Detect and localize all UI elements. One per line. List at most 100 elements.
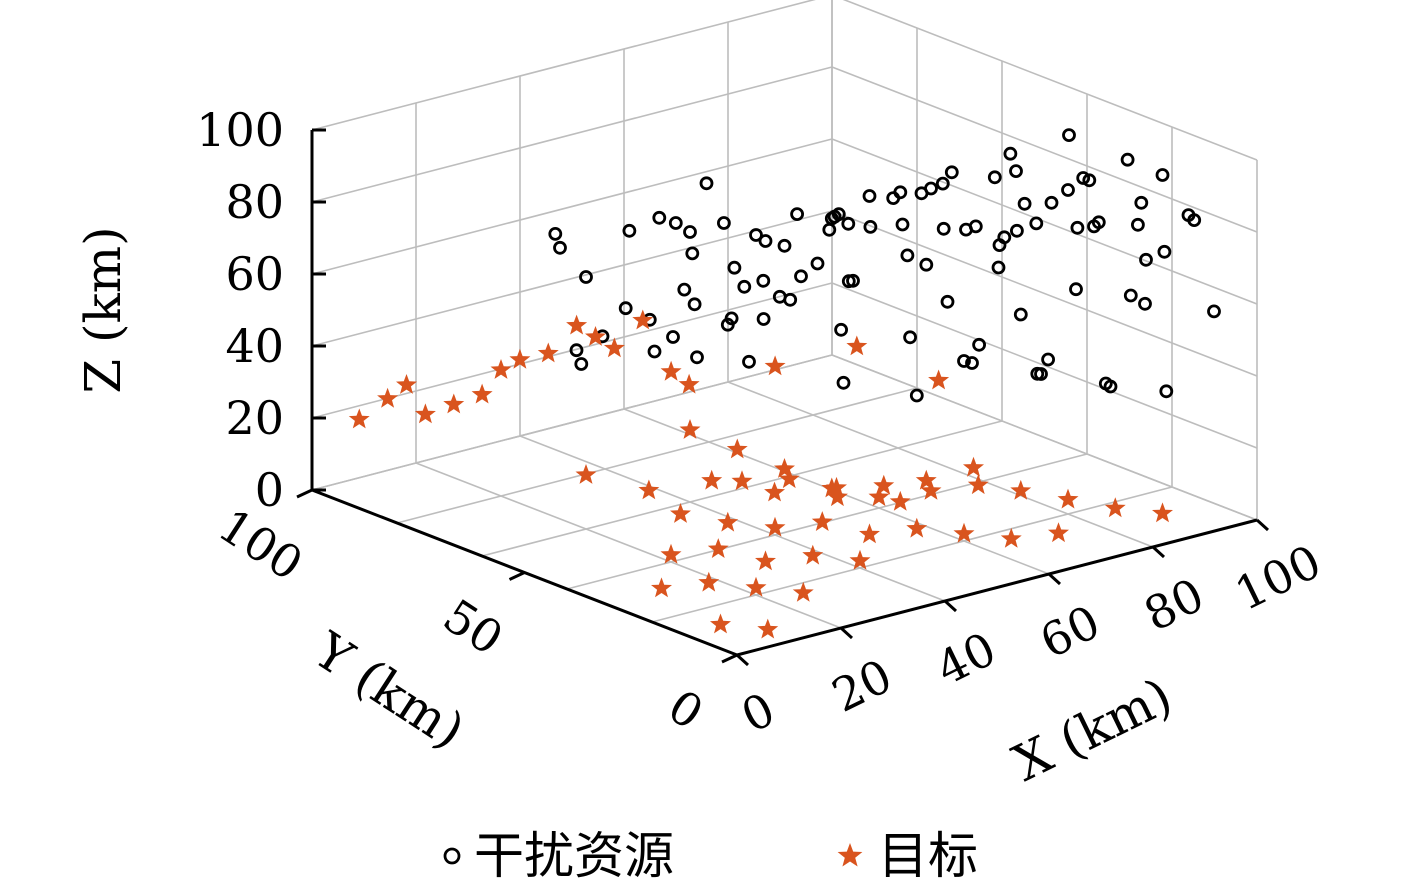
point-target [873, 474, 895, 495]
point-interference [991, 260, 1006, 275]
point-interference [1120, 152, 1135, 167]
point-interference [827, 209, 842, 224]
point-interference [903, 330, 917, 345]
y-tick [508, 571, 526, 581]
point-interference [622, 223, 637, 238]
point-interference [727, 260, 742, 275]
point-interference [548, 226, 563, 241]
z-tick-label: 60 [225, 247, 284, 301]
point-target [348, 408, 370, 429]
point-interference [618, 301, 633, 316]
point-interference [1087, 219, 1101, 234]
grid-line-floor-y [481, 420, 1003, 557]
point-interference [987, 170, 1002, 185]
legend-label-series-1: 干扰资源 [474, 827, 674, 885]
point-target [679, 419, 701, 439]
point-interference [1009, 164, 1023, 179]
grid-line-side-z [842, 0, 1258, 161]
point-target [811, 511, 833, 531]
point-interference [647, 344, 662, 359]
point-target [603, 337, 625, 358]
point-interference [1013, 307, 1028, 322]
point-interference [1207, 304, 1221, 319]
point-interference [968, 219, 983, 234]
grid-line-back-z [311, 354, 833, 491]
grid-line-back-z [311, 66, 833, 203]
point-target [731, 470, 753, 491]
point-target [710, 613, 731, 634]
point-interference [749, 228, 763, 242]
point-interference [836, 375, 851, 390]
grid-line-side-z [831, 282, 1258, 449]
point-target [396, 374, 417, 394]
point-target [915, 469, 937, 490]
x-axis-line [736, 518, 1258, 657]
point-interference [685, 246, 700, 261]
point-target [920, 479, 942, 500]
point-target [660, 360, 682, 381]
point-interference [1098, 376, 1113, 391]
point-target [1104, 497, 1126, 518]
point-target [490, 359, 512, 379]
point-target [670, 503, 691, 523]
point-interference [574, 357, 589, 371]
point-interference [1069, 282, 1083, 297]
x-tick [1255, 518, 1270, 532]
x-tick-label: 80 [1136, 568, 1212, 642]
point-interference [794, 269, 808, 284]
point-target [717, 511, 739, 532]
point-target [632, 309, 654, 330]
x-tick-label: 0 [733, 682, 783, 743]
x-tick [735, 653, 750, 667]
point-interference [992, 238, 1007, 253]
point-interference [900, 248, 915, 263]
x-tick [943, 599, 958, 613]
point-interference [724, 311, 739, 326]
point-target [678, 373, 700, 394]
point-target [963, 456, 984, 477]
grid-line-side-z [831, 66, 1258, 233]
point-interference [758, 234, 773, 248]
x-tick [1151, 545, 1166, 559]
point-interference [569, 343, 584, 358]
point-interference [1034, 367, 1048, 381]
point-target [651, 577, 672, 598]
point-interference [862, 189, 877, 203]
point-target [826, 476, 847, 497]
x-tick-label: 20 [824, 649, 900, 723]
x-tick-label: 100 [1227, 534, 1330, 621]
point-target [755, 550, 776, 571]
z-tick-label: 40 [225, 319, 284, 373]
point-target [1000, 527, 1022, 548]
point-target [701, 469, 723, 490]
point-interference [935, 176, 950, 191]
point-target [1048, 522, 1069, 543]
grid-line-back-z [311, 0, 816, 131]
point-interference [666, 330, 680, 344]
point-target [846, 335, 868, 356]
point-interference [1138, 296, 1152, 311]
point-target [928, 369, 950, 390]
point-interference [1131, 217, 1145, 232]
z-tick-label: 80 [225, 175, 284, 229]
point-target [774, 458, 795, 478]
point-interference [810, 256, 825, 271]
grid-line-side-z [831, 354, 1258, 521]
legend-star-marker [837, 843, 863, 867]
point-target [414, 403, 436, 424]
point-interference [822, 222, 837, 237]
point-interference [687, 297, 702, 312]
point-interference [756, 273, 771, 288]
point-interference [683, 225, 697, 239]
point-interference [1029, 216, 1044, 231]
grid-line-back-z [311, 138, 833, 275]
point-interference [841, 216, 856, 231]
point-interference [944, 165, 959, 180]
point-target [745, 576, 767, 597]
point-target [471, 383, 493, 404]
point-interference [834, 322, 848, 337]
point-interference [790, 207, 804, 222]
point-interference [1044, 195, 1059, 210]
point-interference [742, 354, 756, 369]
